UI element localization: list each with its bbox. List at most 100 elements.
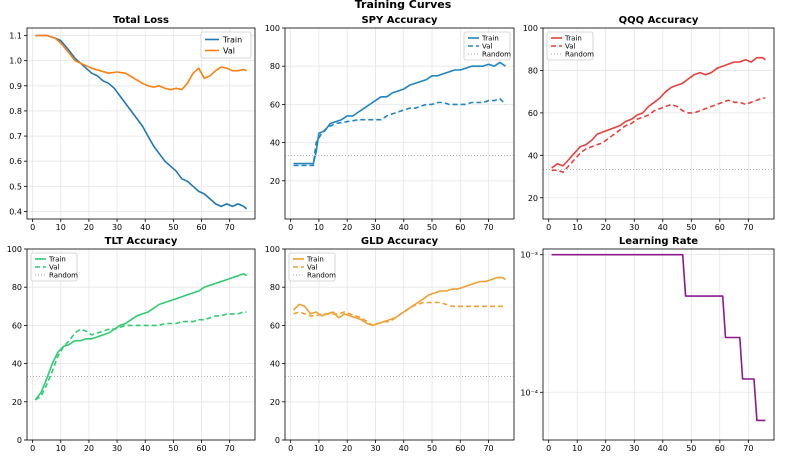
- series-line-train: [35, 34, 248, 210]
- x-tick-label: 50: [427, 444, 437, 453]
- y-tick-label: 40: [528, 151, 538, 160]
- legend-label: Random: [565, 51, 594, 59]
- x-tick-label: 0: [30, 444, 35, 453]
- y-tick-label: 60: [270, 100, 280, 109]
- x-tick-label: 60: [715, 444, 725, 453]
- y-tick-label: 0.5: [9, 182, 22, 191]
- y-tick-label: 100: [7, 245, 22, 254]
- x-tick-label: 60: [196, 223, 206, 232]
- legend-box: [288, 252, 336, 282]
- plot-frame: [284, 248, 515, 441]
- y-tick-label: 1.1: [9, 32, 22, 41]
- x-tick-label: 10: [56, 444, 66, 453]
- legend: Train Val: [200, 31, 252, 59]
- x-tick-label: 30: [112, 223, 122, 232]
- panel-title: GLD Accuracy: [361, 236, 439, 247]
- x-tick-label: 50: [686, 444, 696, 453]
- x-tick-label: 0: [30, 223, 35, 232]
- series-line-learning-rate: [551, 253, 766, 422]
- x-tick-label: 0: [288, 444, 293, 453]
- y-tick-label: 20: [12, 398, 22, 407]
- x-tick-label: 70: [743, 444, 753, 453]
- x-tick-label: 40: [399, 444, 409, 453]
- legend-box: [200, 31, 252, 59]
- x-tick-label: 30: [370, 444, 380, 453]
- x-tick-label: 30: [629, 223, 639, 232]
- x-tick-label: 10: [56, 223, 66, 232]
- x-tick-label: 0: [546, 223, 551, 232]
- x-tick-label: 40: [658, 223, 668, 232]
- panel-total-loss: 0 10 20 30 40 50 60 70 0.4 0.5 0.6 0.7 0.8 0.9 1.0 1.1 T…: [9, 15, 256, 232]
- x-tick-label: 20: [342, 223, 352, 232]
- series-line-val: [551, 97, 766, 174]
- legend-box: [546, 31, 594, 61]
- legend-label: Random: [482, 51, 511, 59]
- legend-label: Train: [222, 36, 242, 45]
- x-tick-label: 10: [572, 444, 582, 453]
- y-tick-label: 60: [270, 321, 280, 330]
- y-tick-label: 10⁻⁴: [520, 388, 538, 397]
- plot-frame: [26, 248, 256, 441]
- y-tick-label: 80: [12, 283, 22, 292]
- plot-frame: [542, 27, 775, 220]
- series-line-val: [293, 301, 506, 327]
- y-tick-label: 20: [270, 398, 280, 407]
- y-tick-label: 0.7: [9, 132, 22, 141]
- legend-label: Train: [564, 35, 582, 43]
- legend-label: Random: [49, 272, 78, 280]
- x-tick-label: 60: [455, 223, 465, 232]
- series-line-val: [293, 97, 507, 167]
- panel-title: SPY Accuracy: [361, 15, 438, 26]
- series-line-train: [551, 56, 766, 169]
- legend-label: Train: [481, 35, 499, 43]
- x-tick-label: 50: [427, 223, 437, 232]
- x-tick-label: 50: [168, 444, 178, 453]
- y-tick-label: 100: [265, 24, 280, 33]
- x-tick-label: 20: [84, 223, 94, 232]
- legend-label: Random: [307, 272, 336, 280]
- x-tick-label: 60: [715, 223, 725, 232]
- x-tick-label: 40: [140, 444, 150, 453]
- y-tick-label: 80: [270, 283, 280, 292]
- y-tick-label: 0: [17, 436, 22, 445]
- x-tick-label: 60: [455, 444, 465, 453]
- legend-label: Val: [565, 43, 576, 51]
- x-tick-label: 20: [84, 444, 94, 453]
- x-tick-label: 20: [601, 223, 611, 232]
- legend-label: Val: [49, 264, 60, 272]
- y-tick-label: 0.4: [9, 207, 22, 216]
- x-tick-label: 0: [546, 444, 551, 453]
- legend-label: Val: [307, 264, 318, 272]
- panel-title: QQQ Accuracy: [619, 15, 699, 26]
- legend-box: [30, 252, 78, 282]
- panel-learning-rate: 0 10 20 30 40 50 60 70 10⁻⁴ 10⁻³ Learning Rate: [520, 236, 775, 453]
- legend-label: Train: [48, 256, 66, 264]
- x-tick-label: 20: [342, 444, 352, 453]
- x-tick-label: 0: [288, 223, 293, 232]
- y-tick-label: 40: [12, 360, 22, 369]
- plot-frame: [26, 27, 256, 220]
- y-tick-label: 0: [275, 436, 280, 445]
- series-line-train: [293, 61, 506, 165]
- x-tick-label: 30: [629, 444, 639, 453]
- y-tick-label: 20: [528, 194, 538, 203]
- legend-box: [463, 31, 511, 61]
- x-tick-label: 70: [225, 444, 235, 453]
- panel-tlt-accuracy: 0 10 20 30 40 50 60 70 0 20 40 60 80 100 TLT Accuracy T…: [7, 236, 256, 453]
- panel-gld-accuracy: 0 10 20 30 40 50 60 70 0 20 40 60 80 100 GLD Accuracy T…: [265, 236, 515, 453]
- x-tick-label: 40: [658, 444, 668, 453]
- x-tick-label: 30: [112, 444, 122, 453]
- y-tick-label: 0.6: [9, 157, 22, 166]
- panel-title: Learning Rate: [619, 236, 698, 247]
- plot-frame: [284, 27, 515, 220]
- x-tick-label: 30: [370, 223, 380, 232]
- panel-spy-accuracy: 0 10 20 30 40 50 60 70 20 40 60 80 100 SPY Accuracy Tr…: [265, 15, 515, 232]
- x-tick-label: 70: [225, 223, 235, 232]
- y-tick-label: 100: [265, 245, 280, 254]
- y-tick-label: 0.8: [9, 107, 22, 116]
- y-tick-label: 60: [528, 109, 538, 118]
- y-tick-label: 100: [523, 24, 538, 33]
- x-tick-label: 40: [140, 223, 150, 232]
